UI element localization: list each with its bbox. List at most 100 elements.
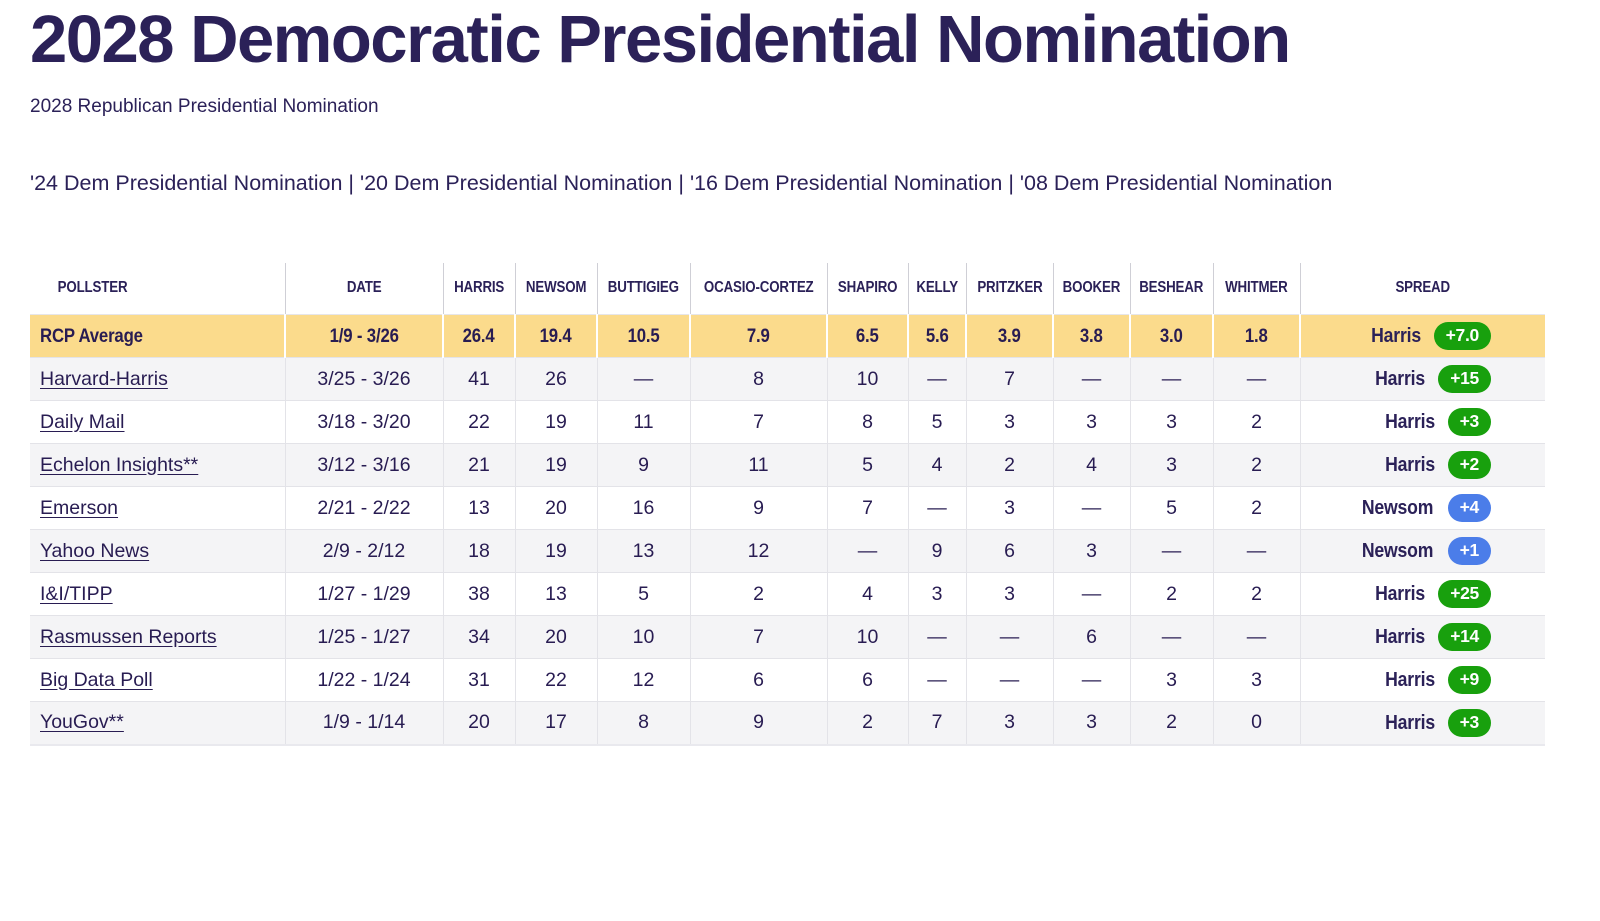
pollster-link[interactable]: I&I/TIPP bbox=[40, 582, 113, 605]
spread-cell: Harris +9 bbox=[1299, 658, 1545, 702]
history-link-16[interactable]: '16 Dem Presidential Nomination bbox=[689, 170, 1003, 195]
pollster-link[interactable]: Harvard-Harris bbox=[40, 367, 168, 390]
value-cell-shapiro: 6 bbox=[826, 658, 908, 702]
spread-cell: Harris +3 bbox=[1299, 400, 1545, 444]
value-cell-kelly: — bbox=[907, 357, 966, 401]
column-header-beshear: BESHEAR bbox=[1129, 262, 1213, 316]
pollster-cell: Harvard-Harris bbox=[30, 357, 285, 401]
value-cell-pritzker: 3 bbox=[965, 701, 1053, 746]
date-cell: 2/9 - 2/12 bbox=[284, 529, 443, 573]
value-cell-buttigieg: — bbox=[596, 357, 690, 401]
value-cell-newsom: 20 bbox=[514, 615, 597, 659]
pollster-link[interactable]: Rasmussen Reports bbox=[40, 625, 217, 648]
value-cell-kelly: 5 bbox=[907, 400, 966, 444]
value-cell-pritzker: 2 bbox=[965, 443, 1053, 487]
spread-cell: Harris +2 bbox=[1299, 443, 1545, 487]
value-cell-beshear: — bbox=[1129, 357, 1213, 401]
spread-group: Newsom +4 bbox=[1303, 494, 1544, 523]
value-cell-pritzker: — bbox=[965, 658, 1053, 702]
value-cell-ocasio-cortez: 11 bbox=[689, 443, 827, 487]
spread-leader: Harris bbox=[1384, 710, 1435, 734]
value-label: 6.5 bbox=[856, 324, 879, 347]
value-cell-ocasio-cortez: 7 bbox=[689, 400, 827, 444]
value-cell-newsom: 19 bbox=[514, 529, 597, 573]
value-cell-shapiro: 8 bbox=[826, 400, 908, 444]
value-cell-whitmer: 2 bbox=[1212, 572, 1300, 616]
republican-nomination-link[interactable]: 2028 Republican Presidential Nomination bbox=[30, 95, 379, 117]
pollster-cell: Emerson bbox=[30, 486, 285, 530]
polling-table-body: RCP Average 1/9 - 3/26 26.4 19.4 10.5 7.9 6.5 5… bbox=[30, 314, 1545, 746]
value-cell-beshear: 3 bbox=[1129, 658, 1213, 702]
spread-leader: Harris bbox=[1375, 625, 1426, 649]
date-cell: 3/18 - 3/20 bbox=[284, 400, 443, 444]
page-content: 2028 Democratic Presidential Nomination … bbox=[30, 2, 1545, 746]
value-cell-harris: 41 bbox=[442, 357, 515, 401]
spread-margin-badge: +3 bbox=[1447, 408, 1491, 437]
spread-margin-badge: +15 bbox=[1438, 365, 1491, 394]
pollster-link[interactable]: Daily Mail bbox=[40, 410, 125, 433]
pollster-link[interactable]: Big Data Poll bbox=[40, 668, 153, 691]
value-cell-booker: 6 bbox=[1052, 615, 1130, 659]
spread-leader: Newsom bbox=[1361, 496, 1433, 520]
value-cell-beshear: — bbox=[1129, 615, 1213, 659]
value-cell-booker: 3.8 bbox=[1052, 314, 1130, 358]
value-cell-newsom: 19.4 bbox=[514, 314, 597, 358]
value-cell-booker: 3 bbox=[1052, 400, 1130, 444]
value-cell-harris: 21 bbox=[442, 443, 515, 487]
value-label: 3.9 bbox=[998, 324, 1021, 347]
pollster-cell: Big Data Poll bbox=[30, 658, 285, 702]
value-cell-whitmer: 1.8 bbox=[1212, 314, 1300, 358]
history-link-24[interactable]: '24 Dem Presidential Nomination bbox=[30, 170, 343, 195]
poll-row: Daily Mail 3/18 - 3/20 22 19 11 7 8 5 3 3 3 2 Harris… bbox=[30, 400, 1545, 444]
column-header-whitmer: WHITMER bbox=[1212, 262, 1300, 316]
history-link-20[interactable]: '20 Dem Presidential Nomination bbox=[359, 170, 673, 195]
value-cell-newsom: 17 bbox=[514, 701, 597, 746]
value-cell-pritzker: 3.9 bbox=[965, 314, 1053, 358]
value-cell-whitmer: — bbox=[1212, 529, 1300, 573]
value-cell-kelly: 9 bbox=[907, 529, 966, 573]
value-cell-newsom: 20 bbox=[514, 486, 597, 530]
pollster-link[interactable]: YouGov** bbox=[40, 711, 124, 734]
value-cell-shapiro: — bbox=[826, 529, 908, 573]
column-header-label: BESHEAR bbox=[1139, 279, 1204, 297]
pollster-cell: RCP Average bbox=[30, 314, 285, 358]
pollster-cell: Daily Mail bbox=[30, 400, 285, 444]
column-header-label: POLLSTER bbox=[57, 279, 128, 297]
spread-margin-badge: +4 bbox=[1447, 494, 1491, 523]
history-link-08[interactable]: '08 Dem Presidential Nomination bbox=[1019, 170, 1333, 195]
date-cell: 3/25 - 3/26 bbox=[284, 357, 443, 401]
spread-margin-badge: +3 bbox=[1447, 708, 1491, 737]
value-cell-harris: 13 bbox=[442, 486, 515, 530]
value-cell-kelly: 4 bbox=[907, 443, 966, 487]
column-header-label: HARRIS bbox=[453, 279, 505, 297]
value-cell-kelly: 3 bbox=[907, 572, 966, 616]
pollster-link[interactable]: Emerson bbox=[40, 496, 119, 519]
value-cell-newsom: 22 bbox=[514, 658, 597, 702]
column-header-ocasio-cortez: OCASIO-CORTEZ bbox=[689, 262, 827, 316]
date-label: 1/9 - 3/26 bbox=[329, 324, 399, 347]
value-cell-newsom: 13 bbox=[514, 572, 597, 616]
value-cell-ocasio-cortez: 2 bbox=[689, 572, 827, 616]
pollster-link[interactable]: Yahoo News bbox=[40, 539, 150, 562]
value-cell-shapiro: 10 bbox=[826, 615, 908, 659]
pollster-link[interactable]: Echelon Insights** bbox=[40, 453, 199, 476]
value-cell-whitmer: — bbox=[1212, 615, 1300, 659]
spread-leader: Harris bbox=[1384, 410, 1435, 434]
value-cell-harris: 31 bbox=[442, 658, 515, 702]
value-cell-newsom: 26 bbox=[514, 357, 597, 401]
value-label: 1.8 bbox=[1245, 324, 1268, 347]
value-cell-newsom: 19 bbox=[514, 443, 597, 487]
value-cell-harris: 18 bbox=[442, 529, 515, 573]
value-cell-ocasio-cortez: 9 bbox=[689, 701, 827, 746]
value-cell-harris: 38 bbox=[442, 572, 515, 616]
value-cell-ocasio-cortez: 9 bbox=[689, 486, 827, 530]
polling-table-header: POLLSTER DATE HARRIS NEWSOM BUTTIGIEG OCASIO-… bbox=[30, 262, 1545, 316]
value-cell-buttigieg: 8 bbox=[596, 701, 690, 746]
value-cell-ocasio-cortez: 7 bbox=[689, 615, 827, 659]
spread-group: Harris +7.0 bbox=[1303, 322, 1543, 351]
value-cell-shapiro: 2 bbox=[826, 701, 908, 746]
value-label: 7.9 bbox=[747, 324, 770, 347]
value-cell-buttigieg: 11 bbox=[596, 400, 690, 444]
value-label: 10.5 bbox=[627, 324, 660, 347]
value-cell-ocasio-cortez: 12 bbox=[689, 529, 827, 573]
